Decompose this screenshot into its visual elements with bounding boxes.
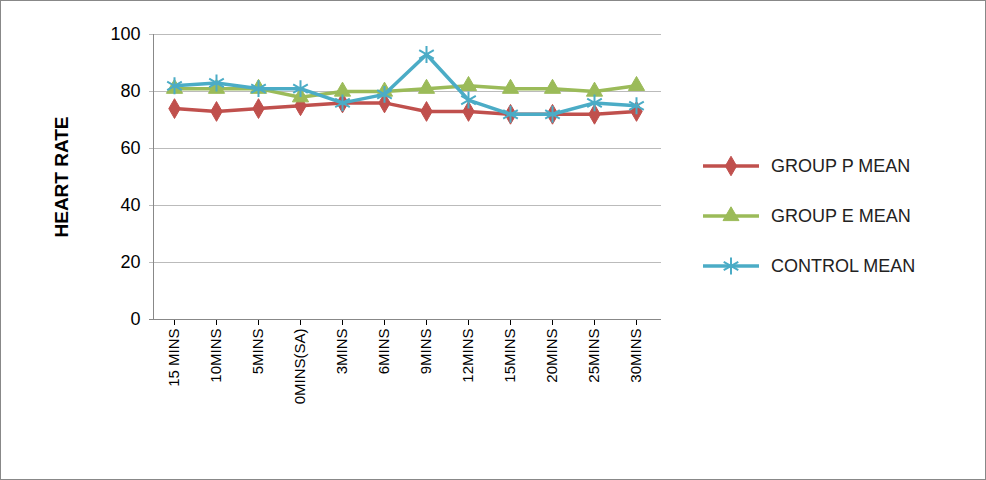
svg-text:0: 0 [130,309,140,329]
svg-text:9MINS: 9MINS [417,329,434,375]
svg-text:100: 100 [110,24,140,44]
html-text:GROUP E MEAN: GROUP E MEAN [771,205,911,226]
svg-text:80: 80 [120,81,140,101]
html-text:CONTROL MEAN: CONTROL MEAN [771,255,916,276]
svg-text:12MINS: 12MINS [459,329,476,383]
svg-text:40: 40 [120,195,140,215]
html-text:GROUP P MEAN: GROUP P MEAN [771,155,911,176]
svg-text:10MINS: 10MINS [207,329,224,383]
svg-text:3MINS: 3MINS [333,329,350,375]
svg-text:20MINS: 20MINS [543,329,560,383]
svg-text:HEART RATE: HEART RATE [51,116,72,237]
svg-text:15MINS: 15MINS [501,329,518,383]
svg-text:25MINS: 25MINS [585,329,602,383]
svg-text:15 MINS: 15 MINS [165,329,182,387]
svg-text:20: 20 [120,252,140,272]
svg-text:60: 60 [120,138,140,158]
svg-text:30MINS: 30MINS [627,329,644,383]
svg-text:0MINS(SA): 0MINS(SA) [291,328,308,404]
svg-text:6MINS: 6MINS [375,329,392,375]
svg-text:5MINS: 5MINS [249,329,266,375]
